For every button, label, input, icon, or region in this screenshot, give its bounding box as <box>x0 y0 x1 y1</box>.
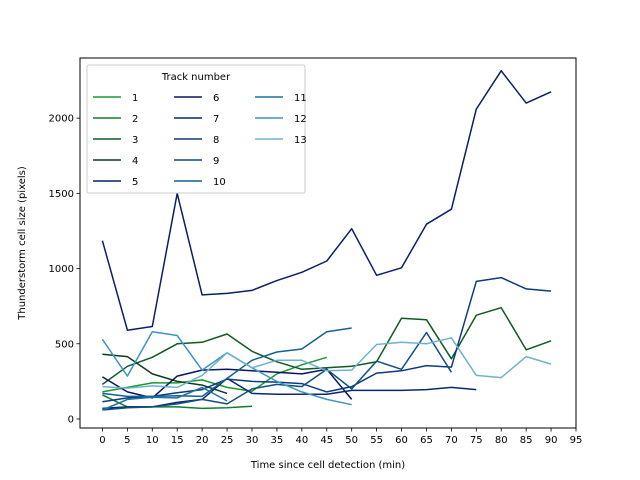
x-tick-label: 0 <box>99 435 105 446</box>
x-tick-label: 75 <box>470 435 483 446</box>
legend-label-7: 7 <box>213 114 219 125</box>
plot-area-frame <box>79 57 577 429</box>
y-tick-label: 2000 <box>49 114 74 125</box>
x-tick-label: 60 <box>395 435 408 446</box>
legend-label-3: 3 <box>132 135 138 146</box>
x-tick-label: 15 <box>171 435 184 446</box>
legend-label-12: 12 <box>294 114 307 125</box>
legend-box <box>86 64 306 194</box>
y-tick-label: 1500 <box>49 189 74 200</box>
x-tick-label: 90 <box>545 435 558 446</box>
legend-label-11: 11 <box>294 93 307 104</box>
y-tick-label: 0 <box>68 414 74 425</box>
legend-label-9: 9 <box>213 156 219 167</box>
x-tick-label: 70 <box>445 435 458 446</box>
series-line-13 <box>102 337 552 389</box>
x-tick-label: 65 <box>420 435 433 446</box>
x-tick-label: 35 <box>271 435 284 446</box>
legend-label-4: 4 <box>132 156 138 167</box>
y-axis: 0 500 1000 1500 2000 <box>49 114 80 425</box>
series-line-4 <box>102 353 228 395</box>
series-line-11 <box>102 386 228 411</box>
x-tick-label: 85 <box>520 435 533 446</box>
x-tick-label: 20 <box>196 435 209 446</box>
legend-label-10: 10 <box>213 177 226 188</box>
x-tick-label: 10 <box>146 435 159 446</box>
x-tick-label: 80 <box>495 435 508 446</box>
series-line-3 <box>101 306 552 386</box>
y-tick-label: 500 <box>55 339 74 350</box>
x-tick-label: 5 <box>124 435 130 446</box>
series-line-8 <box>102 276 552 403</box>
series-line-9 <box>102 331 453 411</box>
legend-title: Track number <box>161 72 231 83</box>
x-tick-label: 30 <box>246 435 259 446</box>
x-tick-label: 25 <box>221 435 234 446</box>
x-tick-label: 95 <box>570 435 583 446</box>
x-axis: 0 5 10 15 20 25 30 35 40 45 50 55 60 65 70 75 80 85 90 95 <box>99 428 582 446</box>
x-tick-label: 45 <box>320 435 333 446</box>
y-axis-label: Thunderstorm cell size (pixels) <box>17 166 28 321</box>
series-line-10 <box>102 327 352 398</box>
x-tick-label: 50 <box>345 435 358 446</box>
legend-label-8: 8 <box>213 135 219 146</box>
legend-label-6: 6 <box>213 93 219 104</box>
legend-label-1: 1 <box>132 93 138 104</box>
x-tick-label: 40 <box>295 435 308 446</box>
y-tick-label: 1000 <box>49 264 74 275</box>
legend-label-5: 5 <box>132 177 138 188</box>
legend-label-13: 13 <box>294 135 307 146</box>
x-axis-label: Time since cell detection (min) <box>250 460 405 471</box>
legend-label-2: 2 <box>132 114 138 125</box>
x-tick-label: 55 <box>370 435 383 446</box>
